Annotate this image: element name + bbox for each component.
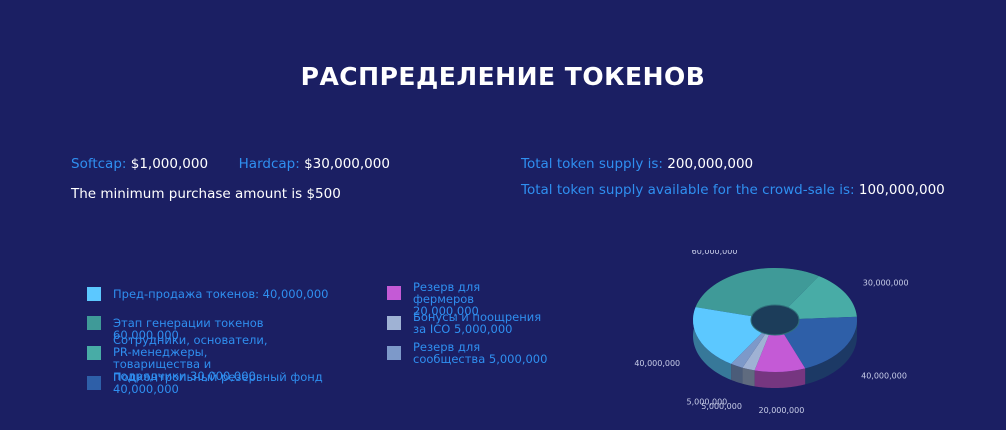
pie-slice-label: 5,000,000 [687, 397, 728, 406]
pie-slice-side [693, 307, 732, 380]
min-purchase-text: The minimum purchase amount is $500 [71, 186, 341, 202]
legend-item: Резерв для сообщества 5,000,000 [387, 341, 553, 365]
pie-slice-label: 20,000,000 [758, 406, 804, 415]
legend-label: Пред-продажа токенов: 40,000,000 [113, 287, 329, 301]
legend-swatch [387, 346, 401, 360]
legend-swatch [387, 316, 401, 330]
pie-slice-side [731, 363, 743, 384]
legend-label: Резерв для сообщества 5,000,000 [413, 340, 548, 366]
legend-label: Этап генерации токенов 60,000,000 [113, 316, 264, 342]
hardcap-value: $30,000,000 [304, 156, 390, 172]
crowdsale-supply-label: Total token supply available for the cro… [521, 182, 855, 198]
pie-donut-hole [750, 304, 800, 336]
page-title: РАСПРЕДЕЛЕНИЕ ТОКЕНОВ [300, 62, 706, 91]
legend-item: Подконтрольный резервный фонд 40,000,000 [87, 371, 328, 395]
legend-swatch [87, 346, 101, 360]
total-supply-label: Total token supply is: [521, 156, 663, 172]
pie-slice [693, 307, 763, 364]
pie-slice-label: 40,000,000 [861, 372, 907, 381]
legend-item: Сотрудники, основатели, PR-менеджеры, то… [87, 334, 288, 382]
pie-slice-label: 30,000,000 [863, 278, 909, 287]
legend-swatch [87, 316, 101, 330]
crowdsale-supply-row: Total token supply available for the cro… [521, 182, 945, 198]
pie-slice-side [805, 316, 857, 385]
hardcap-label: Hardcap: [238, 156, 300, 172]
legend-swatch [387, 286, 401, 300]
total-supply-row: Total token supply is: 200,000,000 [521, 156, 753, 172]
pie-slice-label: 40,000,000 [634, 359, 680, 368]
softcap-label: Softcap: [71, 156, 127, 172]
total-supply-value: 200,000,000 [667, 156, 754, 172]
caps-row: Softcap: $1,000,000 Hardcap: $30,000,000 [71, 156, 390, 172]
pie-slice [787, 276, 857, 320]
legend-item: Бонусы и поощрения за ICO 5,000,000 [387, 311, 553, 335]
legend-label: Подконтрольный резервный фонд 40,000,000 [113, 370, 323, 396]
legend-label: Бонусы и поощрения за ICO 5,000,000 [413, 310, 542, 336]
legend-swatch [87, 287, 101, 301]
pie-slice [731, 332, 766, 368]
pie-slice-side [754, 368, 806, 388]
pie-slice [742, 333, 770, 371]
softcap-value: $1,000,000 [130, 156, 209, 172]
crowdsale-supply-value: 100,000,000 [858, 182, 945, 198]
legend-item: Резерв для фермеров 20,000,000 [387, 281, 538, 317]
token-distribution-pie-chart: 60,000,000 30,000,000 40,000,000 20,000,000… [634, 250, 909, 415]
pie-slice-side [742, 367, 755, 387]
pie-slice-label: 5,000,000 [701, 402, 742, 411]
legend-label: Сотрудники, основатели, PR-менеджеры, то… [113, 333, 268, 383]
legend-label: Резерв для фермеров 20,000,000 [413, 280, 481, 318]
legend-swatch [87, 376, 101, 390]
pie-slice [754, 333, 806, 372]
pie-slice [695, 268, 819, 317]
pie-slice [783, 316, 857, 369]
pie-slice-label: 60,000,000 [692, 250, 738, 256]
legend-item: Пред-продажа токенов: 40,000,000 [87, 286, 333, 301]
legend-item: Этап генерации токенов 60,000,000 [87, 315, 333, 341]
